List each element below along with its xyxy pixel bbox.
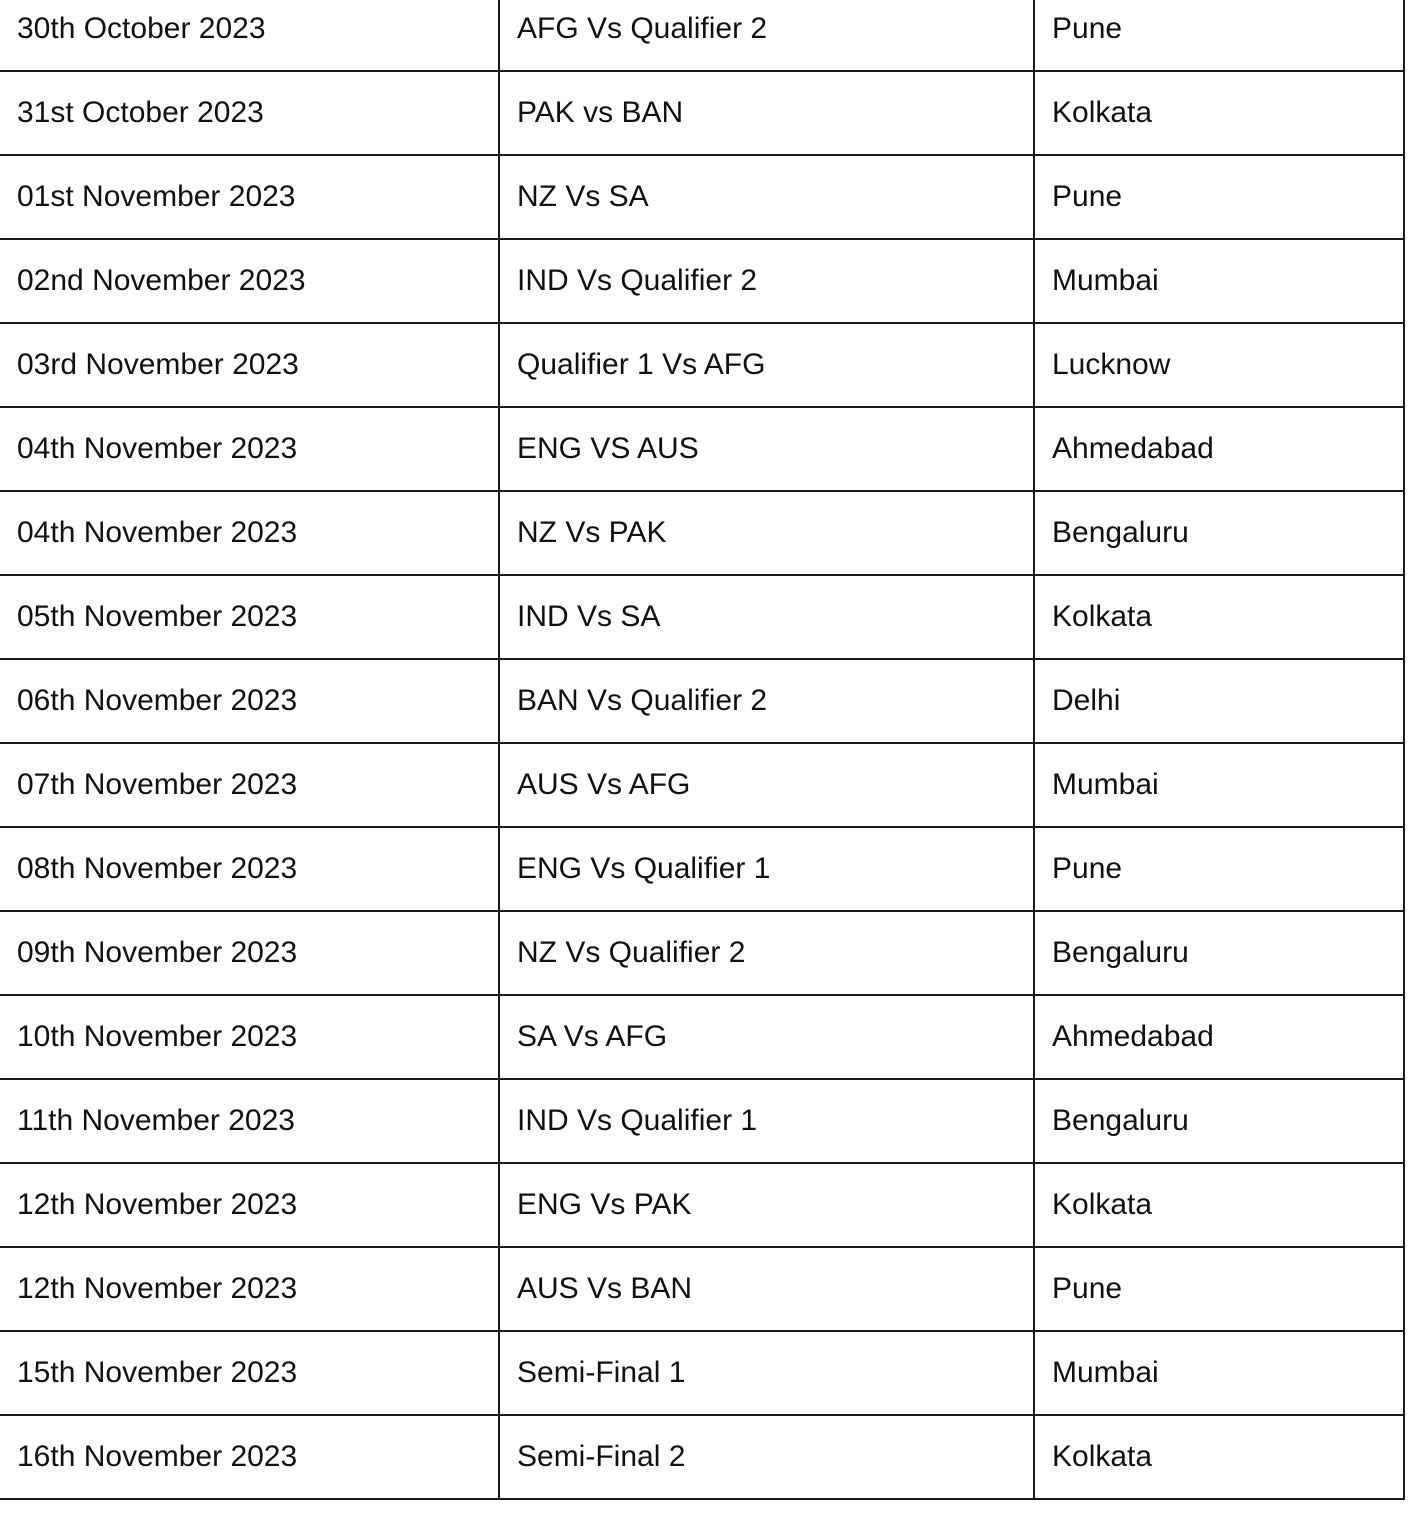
date-cell: 15th November 2023 [0,1330,500,1416]
match-cell: ENG Vs Qualifier 1 [498,826,1035,912]
venue-cell: Kolkata [1033,1162,1405,1248]
venue-cell: Mumbai [1033,742,1405,828]
table-row: 15th November 2023 Semi-Final 1 Mumbai [0,1330,1405,1416]
table-row: 05th November 2023 IND Vs SA Kolkata [0,574,1405,660]
match-cell: NZ Vs SA [498,154,1035,240]
table-row: 03rd November 2023 Qualifier 1 Vs AFG Luck… [0,322,1405,408]
date-cell: 10th November 2023 [0,994,500,1080]
date-cell: 12th November 2023 [0,1246,500,1332]
match-cell: IND Vs Qualifier 1 [498,1078,1035,1164]
venue-cell: Pune [1033,154,1405,240]
match-cell: Qualifier 1 Vs AFG [498,322,1035,408]
venue-cell: Pune [1033,0,1405,72]
match-cell: PAK vs BAN [498,70,1035,156]
table-row: 16th November 2023 Semi-Final 2 Kolkata [0,1414,1405,1500]
match-cell: ENG VS AUS [498,406,1035,492]
match-cell: NZ Vs PAK [498,490,1035,576]
date-cell: 08th November 2023 [0,826,500,912]
schedule-table-body: 30th October 2023 AFG Vs Qualifier 2 Pune 3… [0,0,1405,1500]
venue-cell: Kolkata [1033,574,1405,660]
match-cell: IND Vs Qualifier 2 [498,238,1035,324]
venue-cell: Delhi [1033,658,1405,744]
venue-cell: Bengaluru [1033,1078,1405,1164]
date-cell: 07th November 2023 [0,742,500,828]
table-row: 11th November 2023 IND Vs Qualifier 1 Beng… [0,1078,1405,1164]
date-cell: 12th November 2023 [0,1162,500,1248]
date-cell: 02nd November 2023 [0,238,500,324]
match-cell: IND Vs SA [498,574,1035,660]
match-cell: AUS Vs BAN [498,1246,1035,1332]
date-cell: 31st October 2023 [0,70,500,156]
venue-cell: Ahmedabad [1033,994,1405,1080]
venue-cell: Mumbai [1033,1330,1405,1416]
date-cell: 01st November 2023 [0,154,500,240]
venue-cell: Pune [1033,826,1405,912]
table-row: 02nd November 2023 IND Vs Qualifier 2 Mumb… [0,238,1405,324]
table-row: 07th November 2023 AUS Vs AFG Mumbai [0,742,1405,828]
date-cell: 06th November 2023 [0,658,500,744]
date-cell: 11th November 2023 [0,1078,500,1164]
match-cell: Semi-Final 2 [498,1414,1035,1500]
table-row: 30th October 2023 AFG Vs Qualifier 2 Pune [0,0,1405,72]
venue-cell: Kolkata [1033,1414,1405,1500]
date-cell: 30th October 2023 [0,0,500,72]
match-cell: SA Vs AFG [498,994,1035,1080]
table-row: 09th November 2023 NZ Vs Qualifier 2 Benga… [0,910,1405,996]
date-cell: 05th November 2023 [0,574,500,660]
table-row: 06th November 2023 BAN Vs Qualifier 2 Delh… [0,658,1405,744]
table-row: 12th November 2023 AUS Vs BAN Pune [0,1246,1405,1332]
match-cell: ENG Vs PAK [498,1162,1035,1248]
date-cell: 16th November 2023 [0,1414,500,1500]
date-cell: 04th November 2023 [0,406,500,492]
venue-cell: Bengaluru [1033,910,1405,996]
match-cell: Semi-Final 1 [498,1330,1035,1416]
venue-cell: Pune [1033,1246,1405,1332]
match-cell: AUS Vs AFG [498,742,1035,828]
venue-cell: Mumbai [1033,238,1405,324]
table-row: 04th November 2023 NZ Vs PAK Bengaluru [0,490,1405,576]
match-cell: NZ Vs Qualifier 2 [498,910,1035,996]
table-row: 12th November 2023 ENG Vs PAK Kolkata [0,1162,1405,1248]
date-cell: 04th November 2023 [0,490,500,576]
schedule-table: 30th October 2023 AFG Vs Qualifier 2 Pune 3… [0,0,1405,1500]
venue-cell: Lucknow [1033,322,1405,408]
table-row: 04th November 2023 ENG VS AUS Ahmedabad [0,406,1405,492]
table-row: 08th November 2023 ENG Vs Qualifier 1 Pune [0,826,1405,912]
venue-cell: Ahmedabad [1033,406,1405,492]
venue-cell: Kolkata [1033,70,1405,156]
venue-cell: Bengaluru [1033,490,1405,576]
table-row: 10th November 2023 SA Vs AFG Ahmedabad [0,994,1405,1080]
date-cell: 09th November 2023 [0,910,500,996]
table-row: 31st October 2023 PAK vs BAN Kolkata [0,70,1405,156]
match-cell: AFG Vs Qualifier 2 [498,0,1035,72]
match-cell: BAN Vs Qualifier 2 [498,658,1035,744]
date-cell: 03rd November 2023 [0,322,500,408]
table-row: 01st November 2023 NZ Vs SA Pune [0,154,1405,240]
